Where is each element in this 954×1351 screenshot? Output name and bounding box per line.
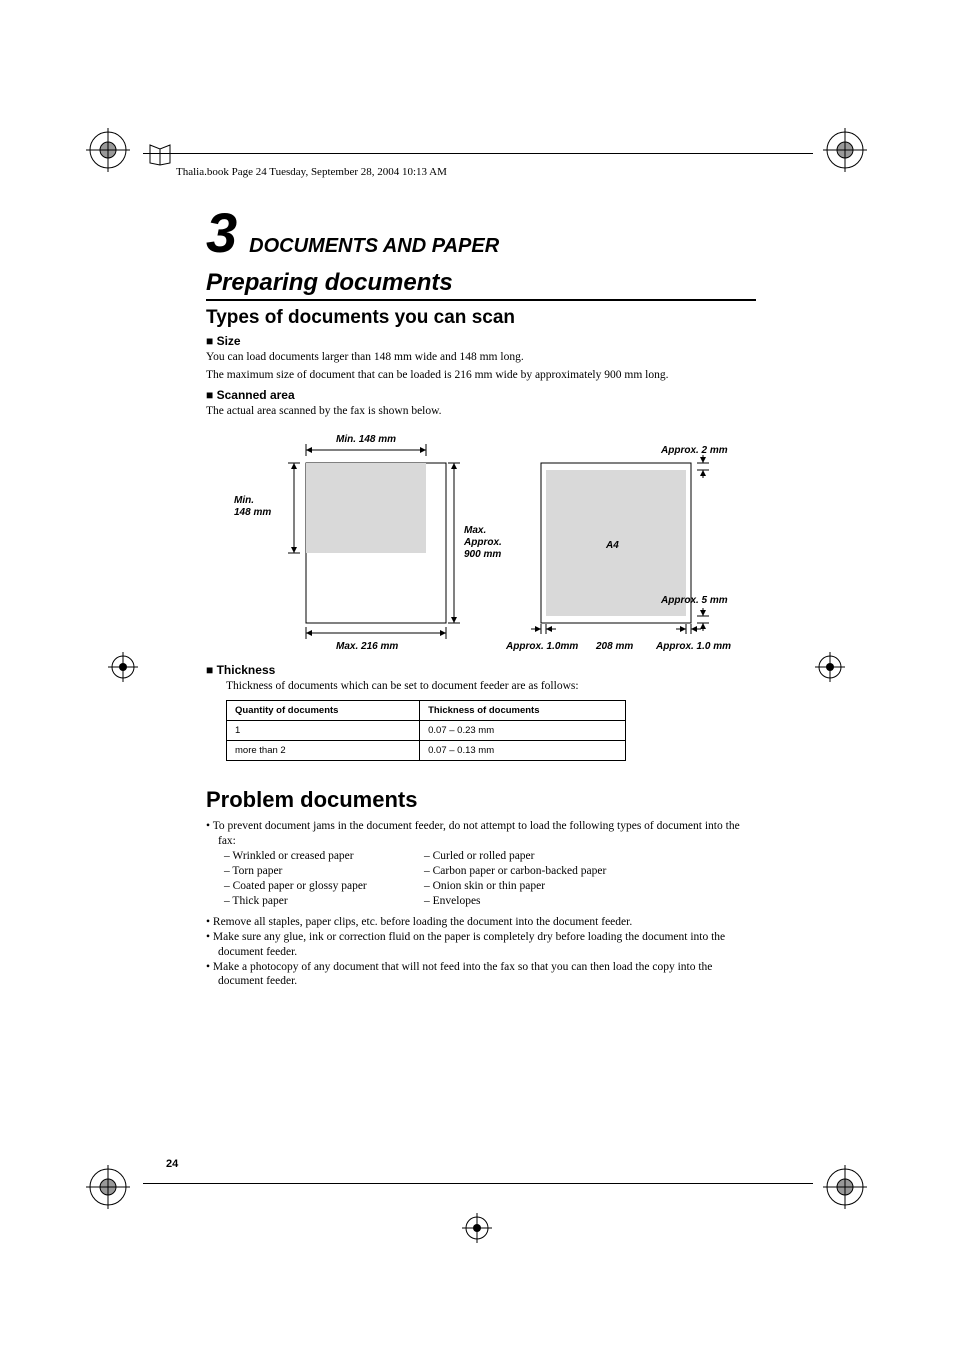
col2-1: Carbon paper or carbon-backed paper (424, 864, 684, 879)
heading-thickness: Thickness (206, 663, 756, 677)
td-r2c2: 0.07 – 0.13 mm (420, 741, 626, 761)
page-content: 3 DOCUMENTS AND PAPER Preparing document… (206, 200, 756, 989)
label-min-h2: 148 mm (234, 507, 271, 518)
thickness-table: Quantity of documents Thickness of docum… (226, 700, 626, 761)
crop-mark-bl (86, 1165, 131, 1210)
heading-size: Size (206, 334, 756, 348)
scanned-p: The actual area scanned by the fax is sh… (206, 404, 756, 420)
crop-mark-tl (86, 128, 131, 173)
label-maxh3: 900 mm (464, 549, 501, 560)
label-maxh2: Approx. (463, 537, 502, 548)
col1-2: Coated paper or glossy paper (224, 879, 424, 894)
reg-right (815, 652, 845, 682)
heading-scanned: Scanned area (206, 388, 756, 402)
bullet-4: Make a photocopy of any document that wi… (206, 960, 756, 990)
bullet-1: To prevent document jams in the document… (206, 819, 756, 849)
crop-mark-tr (823, 128, 868, 173)
crop-mark-br (823, 1165, 868, 1210)
label-rm: Approx. 1.0 mm (655, 641, 731, 652)
page-number: 24 (166, 1158, 178, 1170)
th-thick: Thickness of documents (420, 701, 626, 721)
thickness-p: Thickness of documents which can be set … (226, 679, 756, 695)
label-min-w: Min. 148 mm (336, 434, 396, 445)
col2-2: Onion skin or thin paper (424, 879, 684, 894)
scanned-area-diagram: Min. 148 mm Min. 148 mm Max. Approx. 900… (206, 428, 756, 658)
chapter-title: DOCUMENTS AND PAPER (249, 235, 499, 258)
td-r1c1: 1 (227, 721, 420, 741)
bullet-2: Remove all staples, paper clips, etc. be… (206, 915, 756, 930)
problem-types-columns: Wrinkled or creased paper Torn paper Coa… (224, 849, 756, 909)
book-icon (148, 143, 172, 167)
label-lm: Approx. 1.0mm (505, 641, 578, 652)
page-frame-bottom (143, 1183, 813, 1184)
label-maxw: Max. 216 mm (336, 641, 398, 652)
reg-left (108, 652, 138, 682)
reg-bottom (462, 1213, 492, 1243)
header-text: Thalia.book Page 24 Tuesday, September 2… (176, 166, 447, 178)
label-min-h1: Min. (234, 495, 254, 506)
col1-0: Wrinkled or creased paper (224, 849, 424, 864)
td-r2c1: more than 2 (227, 741, 420, 761)
size-p1: You can load documents larger than 148 m… (206, 350, 756, 366)
section-preparing: Preparing documents (206, 269, 756, 301)
label-maxh1: Max. (464, 525, 486, 536)
bullet-3: Make sure any glue, ink or correction fl… (206, 930, 756, 960)
subsection-types: Types of documents you can scan (206, 307, 756, 329)
label-top-margin: Approx. 2 mm (660, 445, 728, 456)
col2-3: Envelopes (424, 894, 684, 909)
size-p2: The maximum size of document that can be… (206, 368, 756, 384)
chapter-number: 3 (206, 200, 237, 265)
label-208: 208 mm (595, 641, 633, 652)
td-r1c2: 0.07 – 0.23 mm (420, 721, 626, 741)
section-problem: Problem documents (206, 787, 756, 813)
th-qty: Quantity of documents (227, 701, 420, 721)
col1-3: Thick paper (224, 894, 424, 909)
col2-0: Curled or rolled paper (424, 849, 684, 864)
label-bot-margin: Approx. 5 mm (660, 595, 728, 606)
label-a4: A4 (605, 540, 619, 551)
col1-1: Torn paper (224, 864, 424, 879)
